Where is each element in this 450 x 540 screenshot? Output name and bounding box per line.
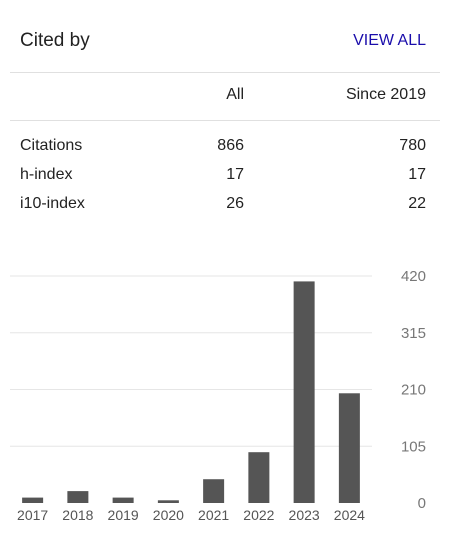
chart-bar	[338, 393, 360, 503]
table-header-divider	[10, 120, 440, 121]
y-tick-label: 420	[401, 268, 426, 285]
column-header-since: Since 2019	[345, 86, 426, 103]
card-title: Cited by	[20, 30, 90, 51]
y-tick-label: 210	[401, 382, 426, 399]
header-divider	[10, 72, 440, 73]
x-tick-label: 2019	[108, 507, 139, 523]
row-label-citations[interactable]: Citations	[20, 137, 83, 154]
y-tick-label: 315	[401, 325, 426, 342]
row-label-i10-index[interactable]: i10-index	[20, 195, 85, 212]
y-tick-label: 0	[418, 495, 426, 512]
citations-all-value: 866	[217, 137, 244, 154]
row-label-h-index[interactable]: h-index	[20, 166, 73, 183]
h-index-all-value: 17	[226, 166, 244, 183]
citations-per-year-chart: 0 105 210 315 420 2017 2018 2019 2020 2021 2022 202…	[0, 258, 450, 540]
x-tick-label: 2018	[62, 507, 93, 523]
card-header: Cited by VIEW ALL	[0, 0, 450, 72]
h-index-since-value: 17	[408, 166, 426, 183]
y-tick-label: 105	[401, 438, 426, 455]
chart-bar	[157, 500, 179, 503]
view-all-link[interactable]: VIEW ALL	[353, 32, 426, 49]
chart-bar	[67, 491, 89, 503]
i10-index-all-value: 26	[226, 195, 244, 212]
x-tick-label: 2022	[243, 507, 274, 523]
x-tick-label: 2021	[198, 507, 229, 523]
x-tick-label: 2023	[289, 507, 320, 523]
chart-bar	[22, 497, 44, 503]
citations-since-value: 780	[399, 137, 426, 154]
x-tick-label: 2020	[153, 507, 184, 523]
column-header-all: All	[226, 86, 244, 103]
chart-bar	[203, 479, 225, 503]
chart-svg: 0 105 210 315 420 2017 2018 2019 2020 2021 2022 202…	[10, 268, 426, 523]
chart-bar	[112, 497, 134, 503]
chart-bar	[248, 452, 270, 503]
chart-bar	[293, 281, 315, 503]
x-tick-label: 2017	[17, 507, 48, 523]
x-tick-label: 2024	[334, 507, 365, 523]
i10-index-since-value: 22	[408, 195, 426, 212]
